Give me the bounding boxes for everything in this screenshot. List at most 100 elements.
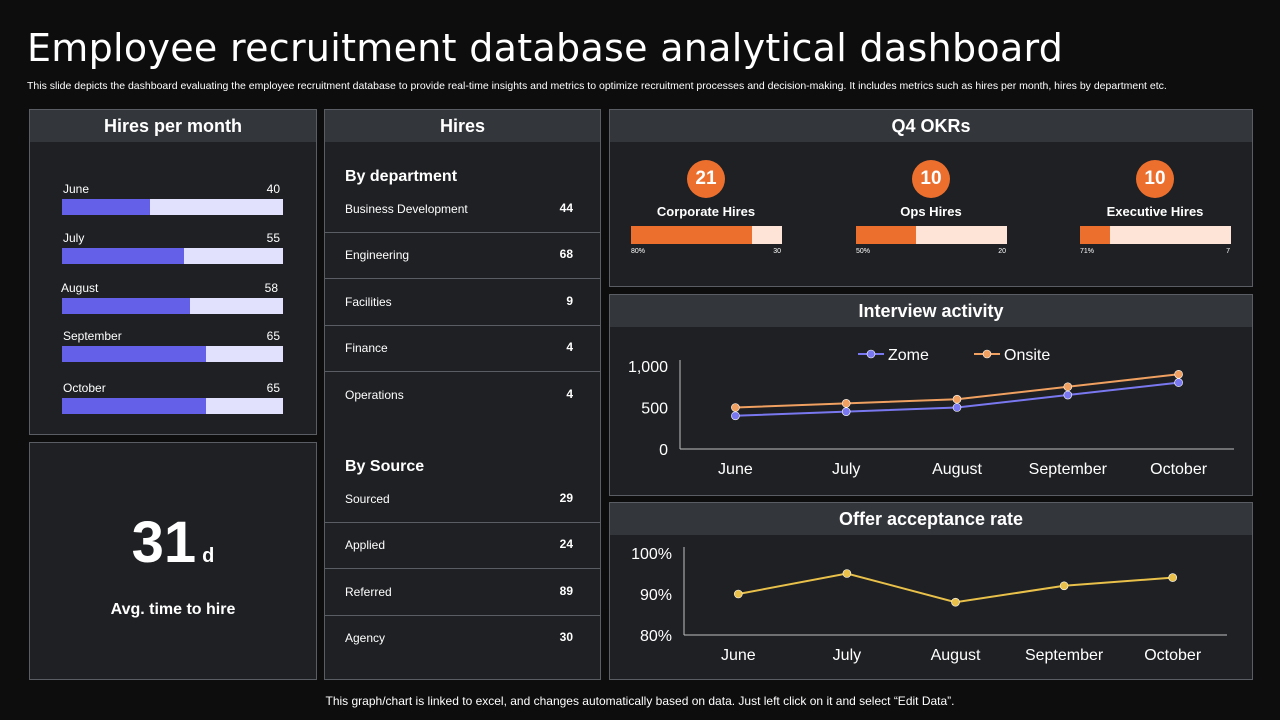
department-count: 4 [566, 340, 573, 354]
x-tick-label: October [1150, 461, 1208, 478]
month-label: June [63, 182, 90, 196]
x-tick-label: August [932, 461, 982, 478]
month-bar-fill [62, 199, 151, 215]
data-point [1174, 378, 1183, 387]
data-point [952, 403, 962, 412]
source-count: 24 [559, 537, 573, 551]
department-count: 68 [559, 247, 573, 261]
avg-time-label: Avg. time to hire [110, 601, 236, 618]
x-tick-label: June [718, 461, 753, 478]
okr-progress-track [856, 226, 1007, 244]
month-label: October [63, 381, 106, 395]
source-name: Referred [345, 585, 392, 599]
data-point [734, 589, 743, 599]
source-row: Applied 24 [325, 522, 600, 569]
month-value: 65 [266, 381, 280, 395]
month-bar-track [62, 346, 283, 362]
month-row: July 55 [62, 231, 284, 276]
source-name: Sourced [345, 492, 390, 506]
department-name: Finance [345, 341, 388, 355]
y-tick-label: 500 [641, 401, 668, 418]
interview-activity-chart: 0 500 1,000 June July August September October Z… [628, 347, 1234, 478]
department-name: Facilities [345, 295, 392, 309]
offer-acceptance-panel: Offer acceptance rate 80% 90% 100% June July… [609, 502, 1253, 680]
footer-note: This graph/chart is linked to excel, and… [325, 694, 955, 708]
offer-acceptance-chart: 80% 90% 100% June July August September October [631, 546, 1227, 664]
hires-per-month-panel: Hires per month June 40 July 55 August 5… [29, 109, 317, 435]
source-count: 29 [559, 491, 573, 505]
legend-marker [982, 349, 992, 359]
data-point [951, 597, 960, 607]
okr-progress-track [1080, 226, 1231, 244]
okr-card: 21 Corporate Hires 80% 30 [630, 144, 782, 255]
x-tick-label: July [832, 461, 860, 478]
okrs-title: Q4 OKRs [610, 110, 1252, 142]
source-row: Referred 89 [325, 569, 600, 616]
okr-value-badge: 10 [1136, 160, 1174, 198]
month-bar-fill [62, 248, 184, 264]
x-tick-label: October [1144, 647, 1202, 664]
department-row: Finance 4 [325, 325, 600, 372]
y-tick-label: 100% [631, 546, 672, 563]
department-name: Business Development [345, 202, 468, 216]
y-tick-label: 0 [659, 442, 668, 459]
okr-progress-fill [631, 226, 752, 244]
source-row: Agency 30 [325, 615, 600, 661]
month-value: 40 [266, 182, 280, 196]
source-row: Sourced 29 [325, 476, 600, 523]
source-name: Agency [345, 631, 386, 645]
month-label: September [63, 329, 122, 343]
month-row: August 58 [61, 281, 284, 326]
department-count: 4 [566, 387, 573, 401]
data-point [1063, 390, 1073, 400]
x-tick-label: September [1029, 461, 1108, 478]
okr-target: 30 [773, 248, 781, 255]
department-row: Business Development 44 [325, 186, 600, 233]
data-point [1059, 581, 1069, 591]
legend-marker [866, 349, 876, 359]
avg-time-value-wrap: 31 d [30, 509, 316, 576]
department-name: Operations [345, 388, 404, 402]
data-point [952, 394, 962, 404]
month-value: 58 [264, 281, 278, 295]
month-bar-track [62, 248, 283, 264]
source-name: Applied [345, 538, 386, 552]
y-tick-label: 80% [640, 628, 672, 645]
hires-per-month-title: Hires per month [30, 110, 316, 142]
month-value: 55 [266, 231, 280, 245]
month-row: June 40 [62, 182, 284, 227]
offer-acceptance-title: Offer acceptance rate [610, 503, 1252, 535]
month-label: August [61, 281, 99, 295]
month-value: 65 [266, 329, 280, 343]
legend-label: Onsite [1004, 347, 1050, 364]
page-subtitle: This slide depicts the dashboard evaluat… [27, 80, 1167, 92]
okr-percent: 80% [631, 248, 646, 255]
okr-card: 10 Executive Hires 71% 7 [1079, 144, 1231, 255]
okr-target: 20 [998, 248, 1006, 255]
by-source-title: By Source [345, 458, 425, 475]
okr-value-badge: 21 [687, 160, 725, 198]
month-bar-track [62, 298, 283, 314]
source-count: 89 [559, 584, 573, 598]
data-point [731, 411, 740, 421]
legend-label: Zome [888, 347, 929, 364]
hires-panel: Hires By department Business Development… [324, 109, 601, 680]
department-count: 9 [566, 294, 573, 308]
okr-progress-track [631, 226, 782, 244]
month-bar-fill [62, 298, 191, 314]
okrs-panel: Q4 OKRs 21 Corporate Hires 80% 30 10 Ops… [609, 109, 1253, 287]
source-count: 30 [559, 630, 573, 644]
okr-percent: 71% [1080, 248, 1095, 255]
x-tick-label: July [833, 647, 861, 664]
interview-activity-panel: Interview activity 0 500 1,000 June July Augu… [609, 294, 1253, 496]
data-point [842, 569, 852, 578]
okr-card: 10 Ops Hires 50% 20 [855, 144, 1007, 255]
data-point [1174, 369, 1183, 379]
okr-progress-fill [856, 226, 917, 244]
x-tick-label: August [931, 647, 981, 664]
okr-target: 7 [1226, 248, 1230, 255]
interview-activity-title: Interview activity [610, 295, 1252, 327]
okr-label: Ops Hires [900, 204, 962, 219]
series-line-offer-acceptance-rate [738, 572, 1173, 604]
month-row: September 65 [62, 329, 284, 374]
